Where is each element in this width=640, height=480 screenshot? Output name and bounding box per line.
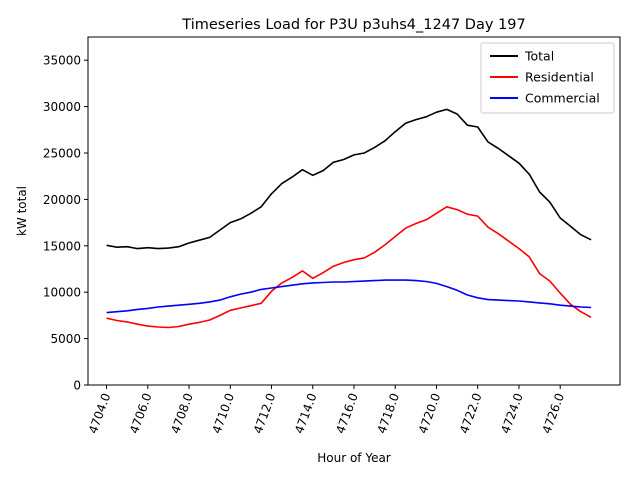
legend: Total Residential Commercial: [480, 42, 615, 114]
legend-label-commercial: Commercial: [525, 91, 600, 106]
plot-frame: [87, 36, 621, 386]
y-tick-label: 25000: [43, 147, 81, 161]
y-tick-label: 5000: [50, 332, 81, 346]
x-tick-label: 4710.0: [210, 391, 238, 435]
legend-label-residential: Residential: [525, 70, 594, 85]
x-tick-label: 4704.0: [86, 391, 114, 435]
series-line-commercial: [106, 279, 592, 314]
chart-title: Timeseries Load for P3U p3uhs4_1247 Day …: [181, 17, 525, 33]
y-tick-label: 10000: [43, 286, 81, 300]
x-axis-label: Hour of Year: [317, 451, 391, 465]
y-axis-label: kW total: [15, 186, 29, 236]
legend-label-total: Total: [524, 49, 554, 64]
series-line-total: [106, 108, 592, 250]
x-tick-label: 4722.0: [457, 391, 485, 435]
series-lines: [106, 108, 592, 329]
x-tick-label: 4720.0: [416, 391, 444, 435]
x-tick-label: 4706.0: [127, 391, 155, 435]
y-tick-label: 30000: [43, 100, 81, 114]
x-tick-label: 4718.0: [375, 391, 403, 435]
x-tick-label: 4716.0: [333, 391, 361, 435]
y-tick-label: 35000: [43, 54, 81, 68]
series-line-residential: [106, 206, 592, 329]
y-tick-label: 20000: [43, 193, 81, 207]
legend-box: [480, 42, 615, 114]
y-tick-label: 15000: [43, 239, 81, 253]
x-tick-label: 4714.0: [292, 391, 320, 435]
x-tick-label: 4712.0: [251, 391, 279, 435]
y-tick-label: 0: [73, 379, 81, 393]
x-tick-label: 4724.0: [498, 391, 526, 435]
x-tick-label: 4708.0: [168, 391, 196, 435]
x-tick-label: 4726.0: [540, 391, 568, 435]
